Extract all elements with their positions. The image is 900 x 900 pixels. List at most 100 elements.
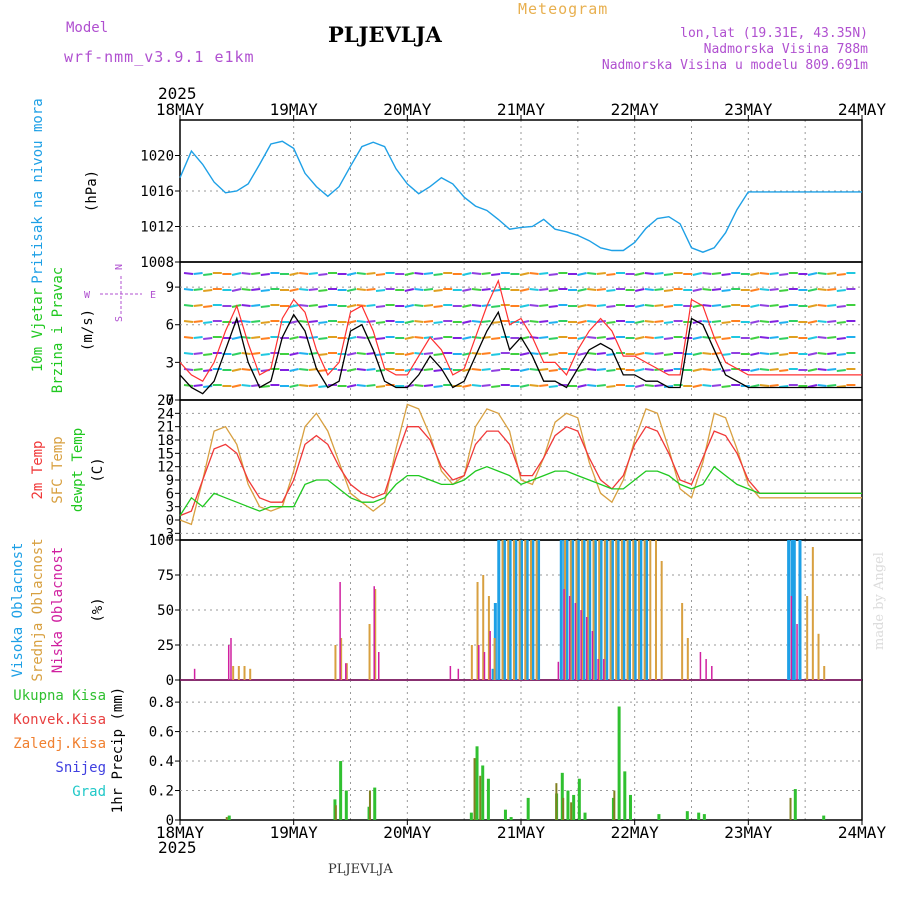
wind-arrow: [644, 336, 654, 339]
high-cloud-bar: [622, 540, 626, 680]
mid-cloud-bar: [581, 540, 584, 680]
low-cloud-bar: [227, 645, 230, 680]
wind-arrow: [587, 320, 597, 323]
precip-ytick-label: 0.2: [149, 784, 174, 800]
wind-arrow: [663, 273, 674, 276]
mid-cloud-bar: [529, 540, 532, 680]
wind-arrow: [548, 289, 558, 292]
mid-cloud-bar: [476, 582, 479, 680]
conv-precip-bar: [334, 805, 337, 820]
wind-arrow: [289, 336, 299, 340]
wind-arrow: [606, 337, 616, 340]
wind-arrow: [260, 321, 270, 324]
wind-arrow: [183, 288, 194, 291]
high-cloud-bar: [582, 540, 586, 680]
wind-arrow: [299, 304, 309, 307]
precip-ytick-label: 0.6: [149, 725, 174, 741]
x-label-bottom: 18MAY: [156, 823, 205, 842]
wind-arrow: [663, 369, 674, 372]
wind-arrow: [779, 305, 789, 308]
wind-arrow: [404, 336, 415, 340]
wind-arrow: [539, 368, 549, 371]
mid-cloud-bar: [334, 645, 337, 680]
wind-arrow: [414, 320, 424, 323]
wind-arrow: [318, 305, 328, 308]
wind-arrow: [750, 352, 760, 356]
mid-cloud-bar: [817, 633, 820, 680]
high-cloud-bar: [616, 540, 620, 680]
wind-arrow: [193, 272, 203, 275]
wind-arrow: [721, 289, 731, 292]
wind-arrow: [346, 384, 357, 388]
wind-arrow: [634, 288, 645, 292]
credit-label: made by Angel: [872, 552, 887, 650]
wind-arrow: [587, 304, 597, 307]
wind-arrow: [750, 288, 760, 292]
wind-arrow: [491, 289, 501, 292]
wind-arrow: [183, 304, 194, 307]
mid-cloud-bar: [637, 540, 640, 680]
wind-arrow: [299, 384, 309, 387]
wind-arrow: [711, 288, 722, 291]
wind-arrow: [529, 272, 539, 275]
mid-cloud-bar: [368, 624, 371, 680]
total-precip-bar: [657, 814, 661, 820]
conv-precip-bar: [473, 758, 476, 820]
wind-arrow: [491, 273, 501, 276]
temperature-ytick-label: 24: [157, 406, 174, 422]
wind-arrow: [193, 288, 203, 291]
wind-arrow: [519, 272, 530, 276]
wind-arrow: [759, 320, 770, 323]
low-cloud-bar: [478, 645, 480, 680]
wind-arrow: [807, 304, 818, 308]
wind-ytick-label: 0: [166, 393, 174, 409]
wind-arrow: [481, 304, 491, 307]
wind-arrow: [251, 352, 261, 355]
wind-arrow: [462, 272, 472, 276]
pressure-ytick-label: 1008: [140, 255, 174, 271]
wind-arrow: [769, 336, 779, 339]
wind-arrow: [471, 368, 482, 371]
wind-arrow: [289, 320, 299, 324]
high-cloud-bar: [502, 540, 506, 680]
mid-cloud-bar: [237, 666, 240, 680]
wind-arrow: [634, 368, 645, 372]
clouds-ytick-label: 0: [166, 673, 174, 689]
wind-arrow: [759, 272, 770, 275]
wind-arrow: [692, 272, 703, 276]
mid-cloud-bar: [374, 589, 377, 680]
mid-cloud-bar: [487, 596, 490, 680]
wind-arrow: [231, 288, 242, 292]
low-cloud-bar: [483, 652, 486, 680]
wind-arrow: [779, 337, 789, 340]
wind-arrow: [807, 272, 818, 276]
wind-arrow: [203, 321, 213, 324]
high-cloud-bar: [514, 540, 518, 680]
temp-unit: (C): [90, 457, 106, 482]
wind-arrow: [366, 304, 376, 307]
mid-cloud-bar: [632, 540, 635, 680]
wind-arrow: [491, 321, 501, 324]
wind-arrow: [663, 353, 674, 356]
wind-arrow: [548, 369, 558, 372]
wind-arrow: [759, 336, 770, 339]
wind-arrow: [548, 353, 558, 356]
mid-cloud-bar: [603, 540, 606, 680]
wind-arrow: [433, 321, 443, 324]
wind-arrow: [817, 304, 827, 307]
wind-arrow: [779, 289, 789, 292]
temp-ylabel-2: SFC Temp: [50, 436, 66, 503]
station-title: PLJEVLJA: [328, 22, 442, 47]
mid-cloud-bar: [626, 540, 629, 680]
wind-arrow: [702, 288, 712, 291]
wind-arrow: [251, 288, 261, 291]
wind-arrow: [663, 385, 674, 388]
wind-ylabel-1: 10m Vjetar: [30, 288, 46, 372]
wind-arrow: [231, 272, 242, 276]
wind-arrow: [471, 304, 482, 307]
low-cloud-bar: [705, 659, 707, 680]
wind-arrow: [231, 320, 242, 324]
wind-arrow: [644, 368, 654, 371]
wind-arrow: [596, 368, 606, 371]
